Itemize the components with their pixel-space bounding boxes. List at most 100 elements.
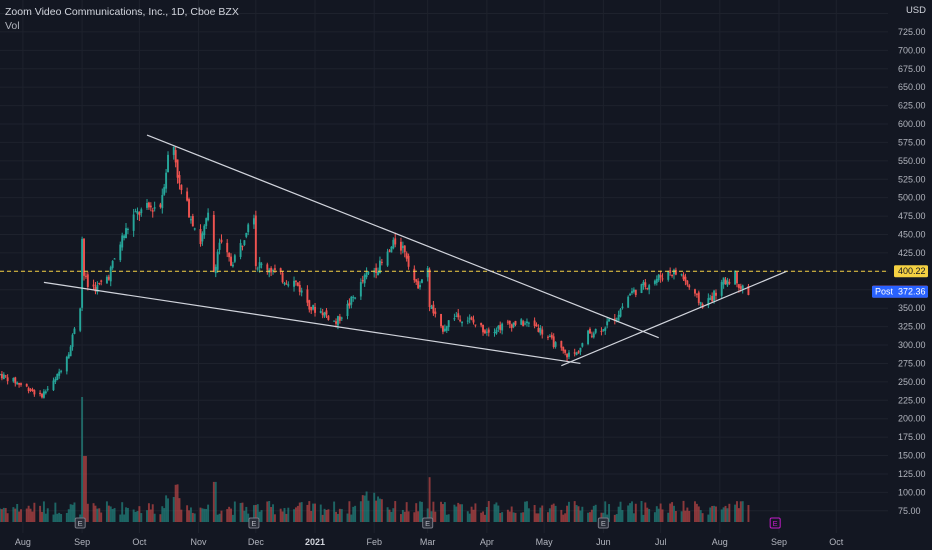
volume-bar bbox=[254, 504, 257, 522]
volume-bar bbox=[260, 510, 263, 522]
candle bbox=[736, 271, 738, 288]
candle bbox=[604, 326, 607, 335]
candle bbox=[256, 266, 259, 272]
candle bbox=[657, 273, 660, 283]
volume-bar bbox=[18, 511, 21, 522]
volume-bar bbox=[100, 512, 103, 522]
volume-bar bbox=[604, 501, 607, 522]
volume-bar bbox=[178, 498, 181, 522]
price-tick-label: 325.00 bbox=[898, 322, 926, 332]
volume-bar bbox=[600, 512, 603, 522]
candle bbox=[629, 292, 632, 296]
volume-bar bbox=[54, 502, 57, 522]
candle bbox=[174, 146, 177, 168]
volume-bar bbox=[65, 512, 68, 522]
candle bbox=[79, 307, 82, 333]
volume-bar bbox=[499, 512, 502, 522]
volume-bar bbox=[81, 397, 84, 522]
candle bbox=[468, 314, 471, 324]
volume-bar bbox=[58, 512, 61, 522]
candle bbox=[403, 245, 406, 258]
volume-bar bbox=[669, 503, 672, 522]
volume-bar bbox=[350, 514, 353, 522]
candle bbox=[363, 273, 366, 287]
volume-bar bbox=[16, 503, 19, 522]
currency-label[interactable]: USD bbox=[905, 5, 926, 16]
volume-bar bbox=[314, 503, 316, 522]
candle bbox=[684, 273, 687, 286]
volume-bar bbox=[174, 484, 177, 522]
candle bbox=[20, 382, 22, 387]
candle bbox=[188, 197, 190, 219]
volume-bar bbox=[720, 509, 723, 522]
price-tick-label: 700.00 bbox=[898, 45, 926, 55]
candle bbox=[285, 280, 288, 285]
candle bbox=[39, 390, 42, 397]
volume-bar bbox=[12, 507, 15, 522]
volume-bar bbox=[193, 513, 196, 522]
volume-bar bbox=[306, 504, 309, 522]
time-tick-label: May bbox=[536, 537, 554, 547]
trendline[interactable] bbox=[43, 281, 581, 365]
price-tag: 400.22 bbox=[894, 265, 928, 278]
candle bbox=[203, 224, 206, 239]
candle bbox=[671, 274, 674, 278]
earnings-marker[interactable]: E bbox=[597, 517, 609, 529]
volume-bar bbox=[287, 507, 290, 522]
candle bbox=[138, 211, 141, 222]
candle bbox=[247, 222, 250, 236]
volume-bar bbox=[550, 504, 553, 522]
trendline[interactable] bbox=[146, 134, 659, 339]
price-tag-label: Post bbox=[875, 287, 894, 297]
volume-bar bbox=[707, 514, 710, 522]
volume-bar bbox=[573, 501, 576, 522]
candle bbox=[506, 319, 509, 325]
earnings-marker[interactable]: E bbox=[74, 517, 86, 529]
candle bbox=[321, 308, 324, 319]
price-tick-label: 275.00 bbox=[898, 358, 926, 368]
candle bbox=[741, 284, 744, 294]
volume-bar bbox=[308, 501, 311, 522]
earnings-marker[interactable]: E bbox=[248, 517, 260, 529]
candle bbox=[499, 321, 502, 334]
candle bbox=[562, 346, 565, 354]
volume-bar bbox=[483, 514, 486, 522]
candle bbox=[661, 273, 664, 282]
earnings-marker[interactable]: E bbox=[769, 517, 781, 529]
candle bbox=[338, 313, 341, 324]
volume-bar bbox=[736, 501, 738, 522]
candle bbox=[697, 290, 700, 306]
volume-bar bbox=[165, 495, 168, 522]
volume-bar bbox=[673, 505, 675, 522]
volume-bar bbox=[508, 511, 511, 522]
trendline[interactable] bbox=[561, 270, 787, 367]
volume-bar bbox=[554, 505, 557, 522]
volume-label[interactable]: Vol bbox=[5, 20, 20, 32]
candle bbox=[632, 287, 635, 294]
volume-bar bbox=[709, 507, 712, 522]
earnings-marker[interactable]: E bbox=[422, 517, 434, 529]
candle bbox=[252, 214, 255, 229]
candle bbox=[526, 318, 528, 327]
time-axis[interactable]: Aug Sep Oct Nov Dec 2021 Feb Mar Apr May Jun Jul Aug… bbox=[15, 537, 844, 547]
volume-bar bbox=[390, 511, 393, 522]
volume-bar bbox=[526, 501, 528, 522]
volume-bar bbox=[722, 507, 725, 522]
symbol-title[interactable]: Zoom Video Communications, Inc., 1D, Cbo… bbox=[5, 6, 239, 18]
candle bbox=[455, 311, 458, 318]
volume-bar bbox=[661, 509, 664, 522]
candle bbox=[71, 333, 74, 351]
candle bbox=[701, 302, 704, 309]
volume-bar bbox=[336, 513, 339, 522]
candle bbox=[512, 322, 515, 329]
candle bbox=[44, 389, 47, 395]
candle bbox=[214, 264, 217, 278]
volume-bar bbox=[161, 506, 164, 522]
volume-bar bbox=[109, 506, 112, 522]
volume-bar bbox=[575, 505, 578, 522]
volume-bar bbox=[619, 501, 622, 522]
candle bbox=[394, 232, 397, 248]
candle bbox=[281, 271, 284, 284]
